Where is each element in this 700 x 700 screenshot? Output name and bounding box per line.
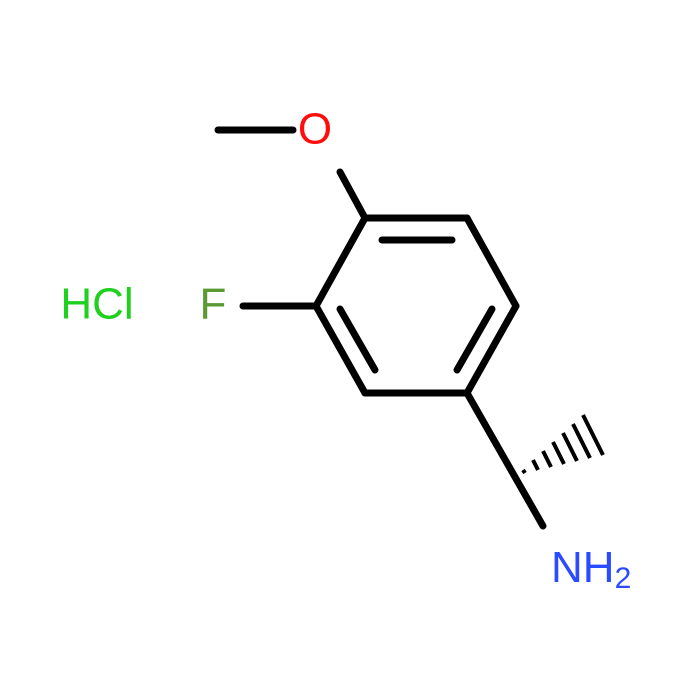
atom-label: HCl [60,280,133,329]
atom-label: NH2 [551,543,631,595]
amine-label: NH [551,543,615,592]
hashed-wedge [521,414,605,475]
atom-label: F [200,280,227,329]
atom-label: O [298,105,332,154]
bond [312,302,369,397]
subscript: 2 [615,562,632,595]
bond [336,168,369,222]
bond [463,302,520,397]
bonds [214,126,605,530]
double-bond [453,305,496,374]
bond [312,214,369,310]
bond [463,389,547,530]
double-bond [336,305,379,374]
bond [463,214,520,310]
